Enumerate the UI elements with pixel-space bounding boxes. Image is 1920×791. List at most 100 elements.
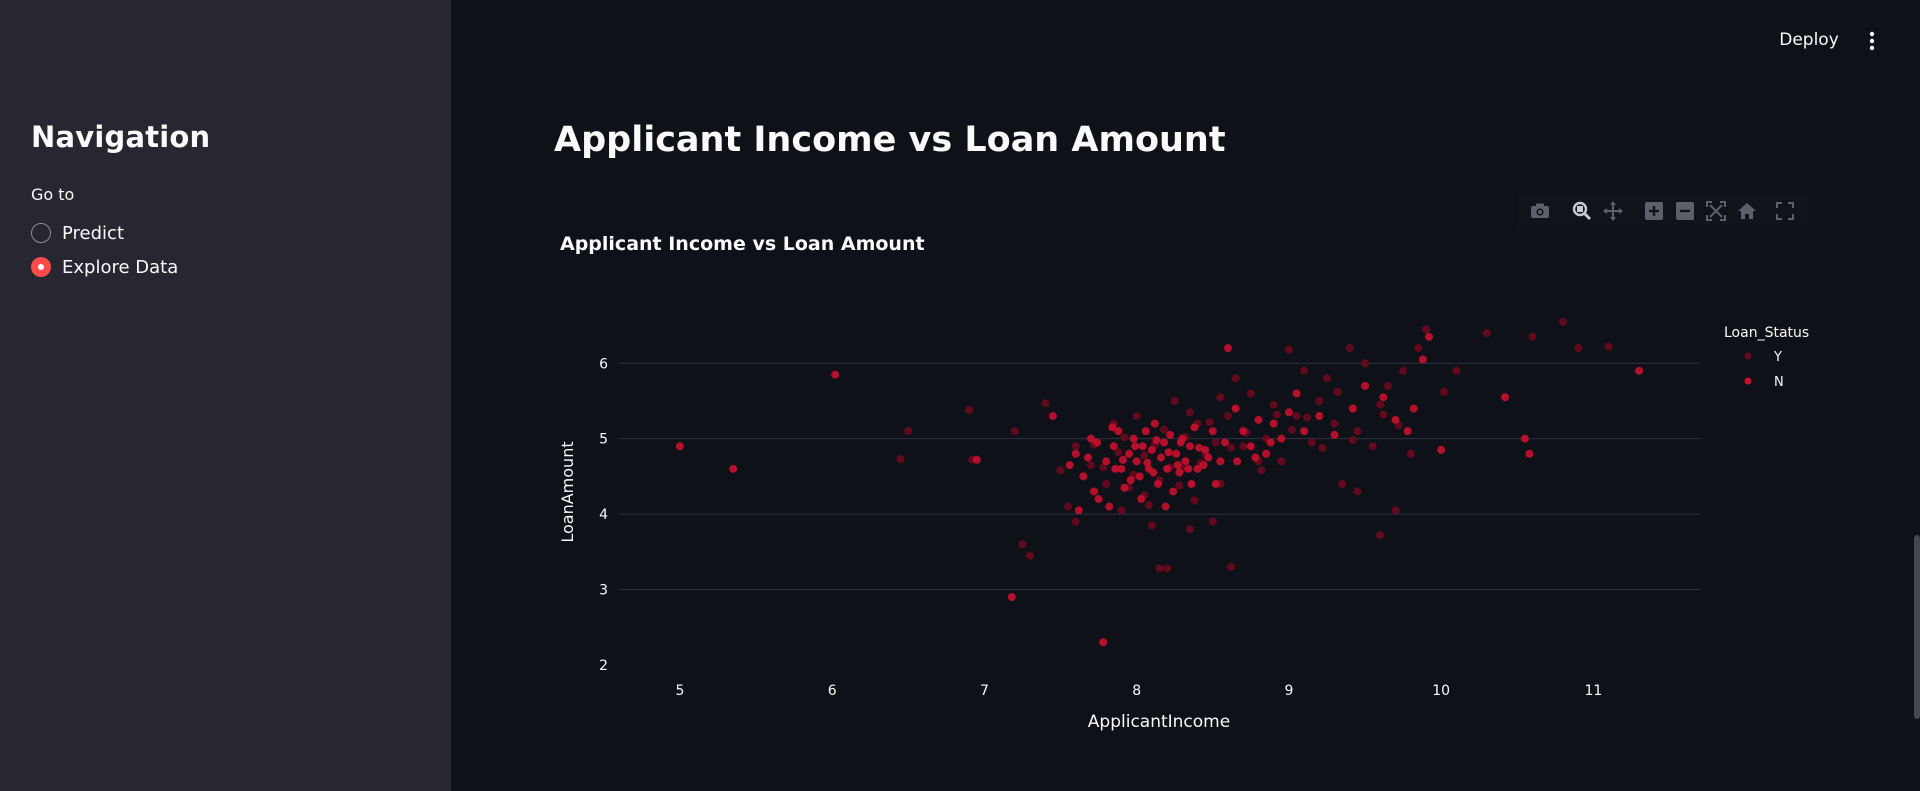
data-point-y[interactable] (1528, 332, 1537, 341)
data-point-n[interactable] (1157, 453, 1166, 462)
data-point-n[interactable] (1239, 427, 1248, 436)
data-point-y[interactable] (1071, 517, 1080, 526)
data-point-n[interactable] (1135, 472, 1144, 481)
data-point-n[interactable] (1187, 479, 1196, 488)
data-point-n[interactable] (1220, 438, 1229, 447)
data-point-y[interactable] (1322, 374, 1331, 383)
data-point-n[interactable] (1048, 412, 1057, 421)
data-point-n[interactable] (1199, 461, 1208, 470)
data-point-y[interactable] (1185, 408, 1194, 417)
data-point-n[interactable] (1169, 487, 1178, 496)
data-point-y[interactable] (1300, 366, 1309, 375)
legend-item-n[interactable]: N (1744, 375, 1784, 390)
radio-option-explore-data[interactable]: Explore Data (31, 253, 178, 281)
data-point-n[interactable] (1126, 476, 1135, 485)
data-point-n[interactable] (1150, 419, 1159, 428)
data-point-y[interactable] (1440, 387, 1449, 396)
data-point-n[interactable] (1099, 638, 1108, 647)
data-point-n[interactable] (1065, 461, 1074, 470)
data-point-n[interactable] (1175, 468, 1184, 477)
data-point-y[interactable] (1558, 317, 1567, 326)
data-point-y[interactable] (1175, 481, 1184, 490)
data-point-n[interactable] (1403, 427, 1412, 436)
data-point-y[interactable] (1368, 442, 1377, 451)
data-point-y[interactable] (1421, 325, 1430, 334)
data-point-y[interactable] (1239, 442, 1248, 451)
data-point-y[interactable] (1257, 466, 1266, 475)
data-point-y[interactable] (1224, 412, 1233, 421)
data-point-n[interactable] (1300, 427, 1309, 436)
data-point-y[interactable] (1353, 487, 1362, 496)
data-point-n[interactable] (1138, 442, 1147, 451)
legend-item-y[interactable]: Y (1744, 350, 1783, 365)
data-point-y[interactable] (1211, 438, 1220, 447)
data-point-y[interactable] (1376, 531, 1385, 540)
fullscreen-icon[interactable] (1774, 200, 1796, 222)
data-point-y[interactable] (1452, 366, 1461, 375)
data-point-y[interactable] (1155, 564, 1164, 573)
data-point-y[interactable] (1190, 496, 1199, 505)
data-point-n[interactable] (1117, 464, 1126, 473)
data-point-y[interactable] (1292, 412, 1301, 421)
data-point-n[interactable] (1201, 445, 1210, 454)
data-point-n[interactable] (1109, 442, 1118, 451)
data-point-n[interactable] (1083, 453, 1092, 462)
data-point-y[interactable] (1338, 479, 1347, 488)
data-point-n[interactable] (1079, 472, 1088, 481)
data-point-y[interactable] (1227, 562, 1236, 571)
data-point-n[interactable] (1007, 593, 1016, 602)
data-point-y[interactable] (1406, 449, 1415, 458)
data-point-n[interactable] (1141, 427, 1150, 436)
data-point-n[interactable] (1208, 427, 1217, 436)
data-point-n[interactable] (1635, 366, 1644, 375)
data-point-n[interactable] (1114, 427, 1123, 436)
data-point-n[interactable] (1330, 430, 1339, 439)
data-point-y[interactable] (1307, 438, 1316, 447)
data-point-y[interactable] (1604, 342, 1613, 351)
data-point-y[interactable] (1208, 517, 1217, 526)
radio-option-predict[interactable]: Predict (31, 219, 124, 247)
data-point-y[interactable] (1391, 506, 1400, 515)
data-point-n[interactable] (1176, 438, 1185, 447)
data-point-n[interactable] (1195, 443, 1204, 452)
data-point-n[interactable] (1216, 457, 1225, 466)
data-point-y[interactable] (1147, 521, 1156, 530)
data-point-y[interactable] (1140, 451, 1149, 460)
data-point-n[interactable] (1166, 430, 1175, 439)
data-point-n[interactable] (1292, 389, 1301, 398)
data-point-n[interactable] (1315, 412, 1324, 421)
data-point-n[interactable] (1233, 457, 1242, 466)
data-point-n[interactable] (1093, 438, 1102, 447)
data-point-n[interactable] (1525, 449, 1534, 458)
data-point-n[interactable] (1284, 408, 1293, 417)
data-point-y[interactable] (1144, 501, 1153, 510)
data-point-n[interactable] (1254, 415, 1263, 424)
data-point-n[interactable] (1120, 483, 1129, 492)
data-point-y[interactable] (1277, 457, 1286, 466)
data-point-n[interactable] (831, 370, 840, 379)
zoom-in-icon[interactable] (1643, 200, 1665, 222)
data-point-n[interactable] (1094, 495, 1103, 503)
data-point-n[interactable] (1190, 423, 1199, 432)
data-point-n[interactable] (1172, 449, 1181, 458)
data-point-n[interactable] (1160, 438, 1169, 447)
data-point-y[interactable] (1056, 466, 1065, 475)
data-point-y[interactable] (1041, 399, 1050, 408)
data-point-n[interactable] (1164, 448, 1173, 457)
data-point-y[interactable] (1379, 410, 1388, 419)
data-point-n[interactable] (1269, 419, 1278, 428)
data-point-n[interactable] (1224, 344, 1233, 353)
data-point-y[interactable] (1272, 410, 1281, 419)
data-point-y[interactable] (1287, 425, 1296, 434)
data-point-y[interactable] (1102, 479, 1111, 488)
data-point-n[interactable] (1204, 453, 1213, 462)
data-point-y[interactable] (1414, 344, 1423, 353)
data-point-y[interactable] (1330, 419, 1339, 428)
data-point-y[interactable] (1333, 387, 1342, 396)
data-point-y[interactable] (1318, 443, 1327, 452)
data-point-y[interactable] (1160, 425, 1169, 434)
data-point-y[interactable] (1361, 359, 1370, 368)
data-point-n[interactable] (1071, 449, 1080, 458)
data-point-y[interactable] (904, 427, 913, 436)
data-point-n[interactable] (1211, 479, 1220, 488)
